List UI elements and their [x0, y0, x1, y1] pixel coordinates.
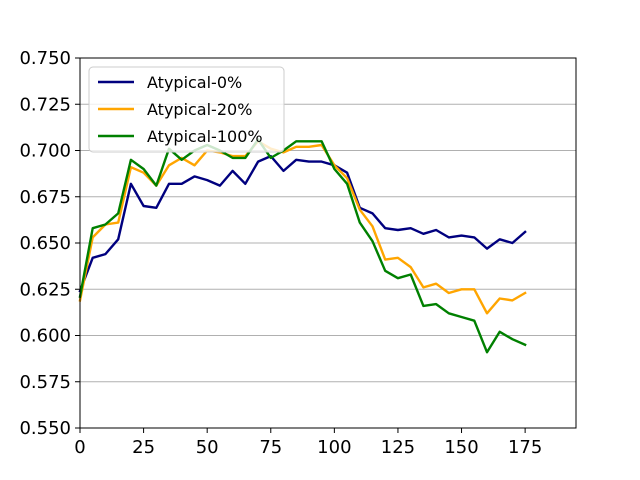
legend: Atypical-0% Atypical-20% Atypical-100%	[88, 66, 285, 153]
x-tick-label: 75	[259, 437, 282, 458]
x-axis-ticks: 0 25 50 75 100 125 150 175	[74, 428, 542, 458]
x-tick-label: 100	[317, 437, 351, 458]
x-tick-label: 50	[196, 437, 219, 458]
y-tick-label: 0.550	[19, 418, 71, 439]
y-tick-label: 0.700	[19, 141, 71, 162]
legend-label: Atypical-0%	[147, 73, 242, 92]
grid-lines	[80, 103, 576, 383]
x-tick-label: 175	[508, 437, 542, 458]
y-tick-label: 0.600	[19, 326, 71, 347]
legend-label: Atypical-20%	[147, 100, 252, 119]
x-tick-label: 0	[74, 437, 85, 458]
y-tick-label: 0.650	[19, 233, 71, 254]
y-tick-label: 0.575	[19, 372, 71, 393]
series-line-atypical-100	[78, 138, 527, 354]
legend-box	[88, 66, 285, 153]
x-tick-label: 25	[132, 437, 155, 458]
x-tick-label: 125	[381, 437, 415, 458]
y-tick-label: 0.750	[19, 48, 71, 69]
x-tick-label: 150	[444, 437, 478, 458]
legend-label: Atypical-100%	[147, 127, 263, 146]
series-line-atypical-0	[78, 154, 527, 293]
y-tick-label: 0.725	[19, 94, 71, 115]
y-axis-ticks: 0.550 0.575 0.600 0.625 0.650 0.675 0.700 0.725…	[19, 48, 80, 439]
y-tick-label: 0.675	[19, 187, 71, 208]
y-tick-label: 0.625	[19, 279, 71, 300]
series-lines	[78, 138, 527, 354]
